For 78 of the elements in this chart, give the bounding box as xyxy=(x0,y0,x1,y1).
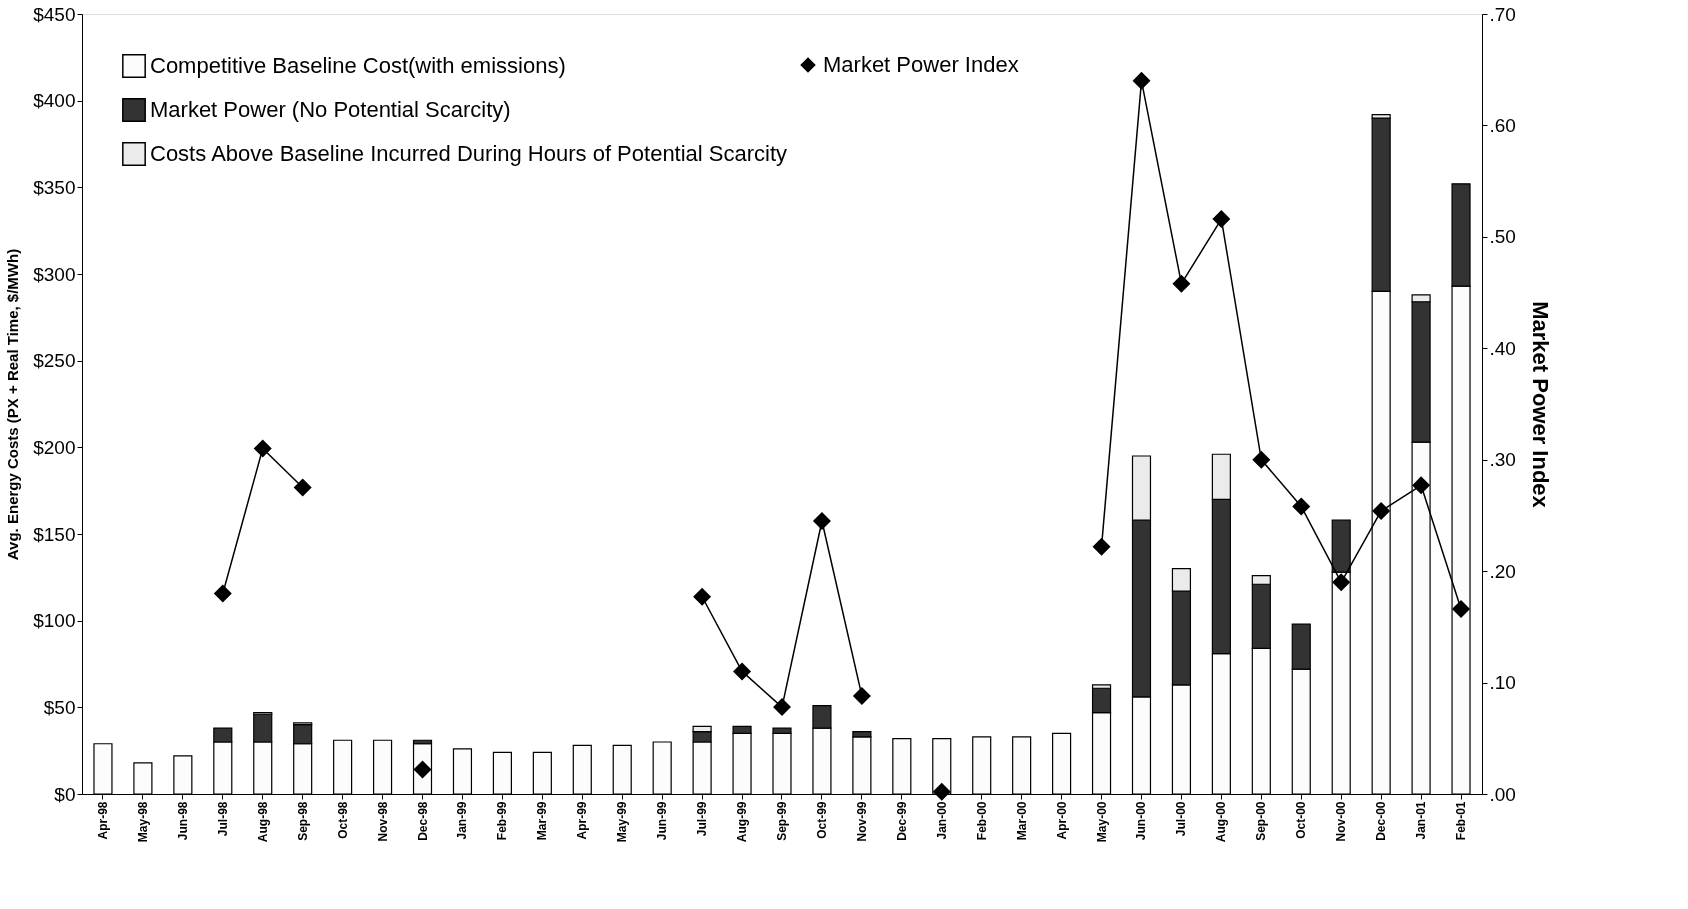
x-tick-label: Aug-99 xyxy=(735,801,750,843)
point xyxy=(1412,476,1430,494)
legend-label: Market Power (No Potential Scarcity) xyxy=(150,97,511,122)
x-tick-label: Apr-98 xyxy=(95,801,110,840)
point xyxy=(1212,210,1230,228)
x-tick-label: Dec-99 xyxy=(894,801,909,841)
legend-label: Market Power Index xyxy=(823,52,1019,77)
y-tick-label: $150 xyxy=(33,523,76,545)
x-tick-label: May-98 xyxy=(135,801,150,843)
x-tick-label: Jun-00 xyxy=(1134,801,1149,841)
x-tick-label: Jul-00 xyxy=(1174,801,1189,837)
x-tick-label: Aug-00 xyxy=(1214,801,1229,843)
x-tick-label: Sep-99 xyxy=(775,801,789,841)
x-tick-label: Nov-00 xyxy=(1334,801,1349,842)
point xyxy=(214,584,232,603)
y-tick-label: $400 xyxy=(33,90,76,112)
point xyxy=(933,783,951,801)
point xyxy=(1332,573,1350,591)
point xyxy=(813,512,831,530)
x-tick-label: Apr-00 xyxy=(1054,801,1069,840)
point xyxy=(1092,538,1111,556)
x-tick-label: Feb-01 xyxy=(1454,801,1469,841)
point xyxy=(1452,600,1470,618)
y2-tick-label: .20 xyxy=(1489,560,1516,582)
y2-tick-label: .40 xyxy=(1489,337,1516,359)
point xyxy=(294,478,312,497)
point xyxy=(254,439,272,458)
legend-label: Costs Above Baseline Incurred During Hours of Potential Scarcity xyxy=(150,141,788,166)
point xyxy=(1372,502,1390,520)
point xyxy=(1292,497,1310,516)
x-tick-label: Aug-98 xyxy=(255,801,270,843)
point xyxy=(773,698,791,716)
y2-tick-label: .30 xyxy=(1489,449,1516,471)
y2-tick-label: .00 xyxy=(1489,783,1516,805)
x-tick-label: Nov-98 xyxy=(375,801,390,842)
x-tick-label: May-99 xyxy=(615,801,630,843)
y-tick-label: $350 xyxy=(33,176,76,198)
x-tick-label: Oct-99 xyxy=(814,801,829,839)
point xyxy=(1132,72,1151,90)
x-tick-label: Mar-99 xyxy=(535,801,550,841)
point xyxy=(1252,451,1270,469)
x-tick-label: Mar-00 xyxy=(1014,801,1029,841)
y2-axis-title: Market Power Index xyxy=(1527,301,1553,509)
point xyxy=(1172,275,1191,293)
y-tick-label: $50 xyxy=(43,696,76,718)
y-tick-label: $0 xyxy=(54,783,76,805)
x-tick-label: Oct-98 xyxy=(335,801,350,839)
x-tick-label: May-00 xyxy=(1094,801,1109,843)
y-tick-label: $100 xyxy=(33,610,76,632)
y2-tick-label: .10 xyxy=(1489,672,1516,694)
x-tick-label: Jan-99 xyxy=(455,801,470,840)
y2-tick-label: .60 xyxy=(1489,114,1516,136)
x-tick-label: Jun-99 xyxy=(655,801,670,841)
y-tick-label: $300 xyxy=(33,263,76,285)
x-tick-label: Jun-98 xyxy=(175,801,190,841)
y2-tick-label: .70 xyxy=(1489,3,1516,25)
y-tick-label: $250 xyxy=(33,350,76,372)
x-tick-label: Dec-00 xyxy=(1374,801,1389,841)
x-tick-label: Feb-00 xyxy=(974,801,989,841)
x-tick-label: Feb-99 xyxy=(495,801,510,841)
legend-label: Competitive Baseline Cost(with emissions) xyxy=(150,53,566,78)
x-tick-label: Sep-98 xyxy=(295,801,310,841)
x-tick-label: Nov-99 xyxy=(854,801,869,842)
x-tick-label: Apr-99 xyxy=(575,801,590,840)
point xyxy=(693,588,711,606)
point xyxy=(853,687,871,705)
y-tick-label: $450 xyxy=(33,3,76,25)
y-axis-title: Avg. Energy Costs (PX + Real Time, $/MWh) xyxy=(4,248,22,561)
x-tick-label: Jul-99 xyxy=(695,801,710,837)
x-tick-label: Jan-00 xyxy=(934,801,949,840)
y2-tick-label: .50 xyxy=(1489,226,1516,248)
x-tick-label: Sep-00 xyxy=(1254,801,1269,841)
x-tick-label: Oct-00 xyxy=(1294,801,1309,839)
point xyxy=(733,662,751,681)
x-tick-label: Dec-98 xyxy=(415,801,430,841)
x-tick-label: Jul-98 xyxy=(215,801,230,837)
y-tick-label: $200 xyxy=(33,436,76,458)
x-tick-label: Jan-01 xyxy=(1414,801,1429,840)
